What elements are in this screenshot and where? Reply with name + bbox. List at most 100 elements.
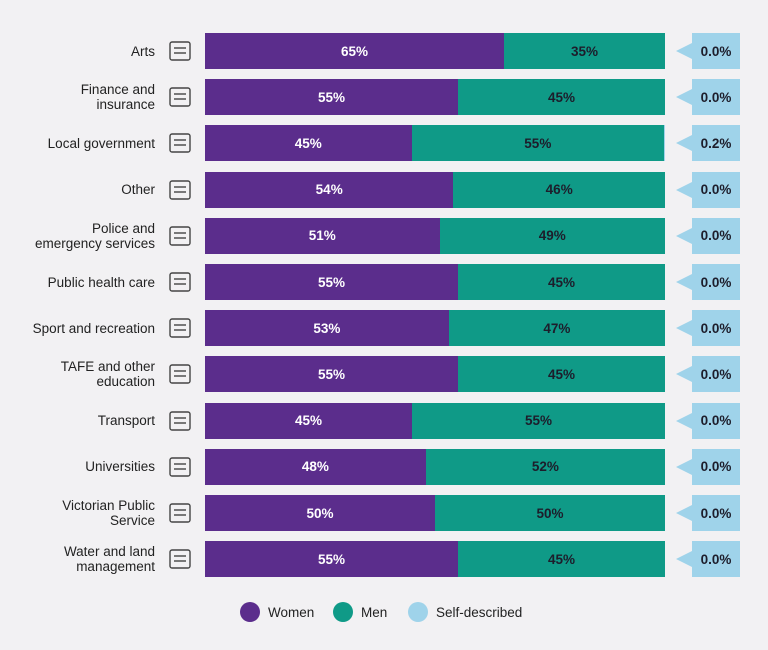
bar-men: 50% (435, 495, 665, 531)
medical-clipboard-icon (165, 267, 195, 297)
callout-pointer (676, 320, 692, 337)
data-label: 55% (317, 551, 346, 567)
category-label: Transport (0, 413, 155, 428)
legend-item: Women (240, 602, 314, 622)
data-label: 55% (317, 274, 346, 290)
category-label-line: Public health care (47, 274, 155, 290)
bar-women: 55% (205, 541, 458, 578)
legend-item: Men (333, 602, 387, 622)
legend-label: Self-described (436, 604, 523, 620)
bar-women: 55% (205, 79, 458, 116)
data-label: 35% (570, 43, 599, 59)
pens-icon (165, 36, 195, 66)
bar-women: 55% (205, 356, 458, 393)
category-label-line: Water and land (63, 544, 155, 560)
graduation-cap-icon (165, 452, 195, 482)
category-label-line: emergency services (34, 235, 155, 251)
book-icon (165, 359, 195, 389)
self-described-label: 0.0% (692, 495, 740, 531)
category-label-line: Arts (130, 43, 155, 59)
category-label-line: management (76, 559, 155, 575)
plant-water-icon (165, 544, 195, 574)
data-label: 55% (524, 135, 552, 151)
grid-icon (165, 175, 195, 205)
category-label-line: Sport and recreation (32, 320, 155, 336)
category-label: TAFE and other education (0, 359, 155, 389)
callout-pointer (676, 89, 692, 106)
category-label-line: education (96, 374, 155, 390)
category-label: Water and land management (0, 544, 155, 574)
self-described-label: 0.0% (692, 310, 740, 347)
category-label-line: Service (109, 513, 155, 528)
callout-pointer (676, 274, 692, 290)
category-label: Other (0, 182, 155, 197)
callout-pointer (676, 227, 692, 244)
data-label: 55% (317, 366, 346, 382)
self-described-label: 0.0% (692, 264, 740, 300)
bar-men: 52% (425, 448, 665, 485)
callout-pointer (676, 366, 692, 383)
callout-pointer (676, 551, 692, 568)
bar-women: 48% (205, 448, 426, 485)
self-described-label: 0.0% (692, 217, 740, 254)
data-label: 47% (543, 320, 571, 336)
callout-pointer (676, 505, 692, 521)
data-label: 49% (538, 228, 566, 244)
data-label: 46% (545, 182, 573, 198)
callout-pointer (676, 135, 692, 152)
siren-icon (165, 221, 195, 251)
category-label: Universities (0, 459, 155, 474)
callout-pointer (676, 181, 692, 198)
data-label: 48% (301, 459, 329, 475)
category-label: Victorian Public Service (0, 498, 155, 528)
category-label-line: Finance and (80, 82, 155, 98)
bar-men: 45% (458, 541, 665, 578)
data-label: 51% (308, 228, 336, 244)
legend-swatch (240, 602, 260, 622)
bar-men: 55% (412, 402, 665, 439)
legend-item: Self-described (408, 602, 522, 622)
bar-women: 45% (205, 125, 412, 162)
bar-men: 45% (458, 264, 665, 300)
data-label: 53% (313, 320, 341, 336)
data-label: 50% (306, 505, 334, 521)
bar-women: 55% (205, 264, 458, 300)
data-label: 55% (524, 413, 553, 429)
callout-pointer (676, 412, 692, 429)
legend-swatch (408, 602, 428, 622)
bar-self-described (664, 125, 665, 162)
category-label-line: Victorian Public (62, 498, 155, 513)
callout-pointer (676, 458, 692, 475)
self-described-label: 0.0% (692, 541, 740, 578)
callout-pointer (676, 43, 692, 59)
legend-swatch (333, 602, 353, 622)
bar-women: 45% (205, 402, 412, 439)
category-label: Finance and insurance (0, 82, 155, 112)
data-label: 55% (317, 89, 346, 105)
data-label: 50% (536, 505, 564, 521)
bar-women: 50% (205, 495, 435, 531)
category-label: Police and emergency services (0, 221, 155, 251)
truck-icon (165, 406, 195, 436)
category-label: Sport and recreation (0, 321, 155, 336)
bar-women: 51% (205, 217, 440, 254)
bar-women: 54% (205, 171, 454, 208)
category-label-line: Local government (47, 135, 155, 151)
category-label: Local government (0, 136, 155, 151)
self-described-label: 0.0% (692, 33, 740, 69)
self-described-label: 0.0% (692, 448, 740, 485)
bar-men: 49% (439, 217, 665, 254)
government-building-icon (165, 128, 195, 158)
bar-men: 45% (458, 79, 665, 116)
category-label: Public health care (0, 275, 155, 290)
data-label: 45% (547, 89, 576, 105)
category-label-line: Universities (85, 459, 155, 475)
data-label: 45% (547, 551, 576, 567)
school-building-icon (165, 498, 195, 528)
bar-men: 35% (504, 33, 665, 69)
self-described-label: 0.2% (692, 125, 740, 162)
self-described-label: 0.0% (692, 171, 740, 208)
bar-men: 55% (411, 125, 665, 162)
category-label-line: Other (121, 182, 155, 198)
data-label: 45% (294, 135, 322, 151)
